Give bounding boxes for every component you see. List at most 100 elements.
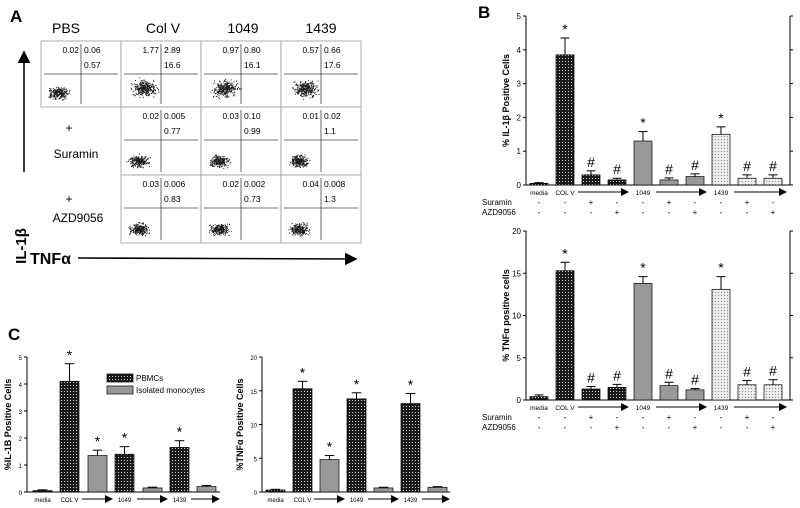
treatment-sign: - xyxy=(746,423,749,432)
quadrant-upper-right-value: 0.66 xyxy=(324,45,341,55)
treatment-sign: + xyxy=(667,413,672,422)
event-dots xyxy=(126,153,151,169)
treatment-sign: - xyxy=(538,198,541,207)
flow-plot: 1.77 2.89 16.6 xyxy=(120,40,202,108)
event-dots xyxy=(209,223,232,236)
event-dots xyxy=(48,86,71,101)
quadrant-upper-left-value: 0.01 xyxy=(302,111,319,121)
treatment-sign: + xyxy=(771,208,776,217)
treatment-sign: - xyxy=(720,208,723,217)
y-tick-label: 10 xyxy=(250,424,257,430)
col-header-1049: 1049 xyxy=(227,20,258,36)
event-dots xyxy=(128,222,151,237)
significance-marker: * xyxy=(562,21,568,37)
bar xyxy=(169,447,190,493)
y-tick-label: 0 xyxy=(254,491,258,497)
flow-cytometry-grid: 0.02 0.06 0.57 1.77 2.89 16.6 0.97 0.80 16.1 0.57… xyxy=(40,40,362,244)
treatment-sign: + xyxy=(589,413,594,422)
x-tick-label: media xyxy=(34,498,51,504)
treatment-sign: - xyxy=(772,198,775,207)
bar xyxy=(581,388,601,401)
bar xyxy=(142,487,163,493)
quadrant-upper-right-value: 0.02 xyxy=(324,111,341,121)
quadrant-lower-right-value: 1.3 xyxy=(324,194,336,204)
significance-marker: * xyxy=(177,424,183,440)
treatment-sign: - xyxy=(720,413,723,422)
significance-marker: # xyxy=(691,372,699,388)
bar xyxy=(633,140,653,186)
treatment-sign: + xyxy=(667,198,672,207)
y-tick-label: 15 xyxy=(512,269,521,278)
chart-il1b-pbmc-vs-monocytes: 0 1 2 3 4 5 %IL-1B Positive Cells media * COL V * *… xyxy=(3,347,220,504)
quadrant-lower-right-value: 16.6 xyxy=(164,60,181,70)
treatment-sign: - xyxy=(538,413,541,422)
treatment-sign: - xyxy=(590,423,593,432)
event-dots xyxy=(289,154,311,168)
significance-marker: * xyxy=(122,430,128,446)
quadrant-upper-right-value: 0.002 xyxy=(244,179,266,189)
bar xyxy=(555,270,575,401)
quadrant-lower-right-value: 0.83 xyxy=(164,194,181,204)
chart-tnfa-pbmc-vs-monocytes: 0 5 10 15 20 %TNFα Positive Cells media * COL V *… xyxy=(235,356,450,504)
significance-marker: # xyxy=(613,161,621,177)
bar xyxy=(59,380,80,493)
bar xyxy=(32,490,53,493)
bar xyxy=(555,54,575,186)
treatment-sign: - xyxy=(746,208,749,217)
significance-marker: * xyxy=(95,433,101,449)
y-tick-label: 0 xyxy=(517,181,522,190)
bar xyxy=(711,133,731,186)
y-tick-label: 1 xyxy=(19,464,23,470)
panel-a-label: A xyxy=(10,7,22,26)
bar xyxy=(711,288,731,401)
row-prefix-suramin: + xyxy=(65,121,72,135)
treatment-sign: - xyxy=(694,198,697,207)
y-tick-label: 2 xyxy=(517,113,522,122)
flow-plot: 0.57 0.66 17.6 xyxy=(280,40,362,108)
x-tick-label: media xyxy=(530,190,548,197)
y-tick-label: 15 xyxy=(250,390,257,396)
bar xyxy=(427,486,448,493)
y-tick-label: 5 xyxy=(254,457,258,463)
legend-swatch xyxy=(106,373,134,383)
y-tick-label: 2 xyxy=(19,437,23,443)
significance-marker: # xyxy=(769,158,777,174)
quadrant-lower-right-value: 0.99 xyxy=(244,126,261,136)
x-tick-label: COL V xyxy=(61,498,79,504)
significance-marker: * xyxy=(67,347,73,363)
treatment-sign: - xyxy=(642,208,645,217)
flow-plot: 0.03 0.006 0.83 xyxy=(120,174,202,244)
treatment-sign: + xyxy=(615,208,620,217)
flow-plot: 0.02 0.005 0.77 xyxy=(120,106,202,176)
x-tick-label: media xyxy=(267,498,284,504)
significance-marker: # xyxy=(769,363,777,379)
significance-marker: # xyxy=(587,369,595,385)
panel-c-label: C xyxy=(8,325,20,344)
y-axis-label: %IL-1B Positive Cells xyxy=(3,379,13,471)
treatment-row-label: Suramin xyxy=(482,413,512,422)
significance-marker: # xyxy=(613,367,621,383)
col-header-1439: 1439 xyxy=(305,20,336,36)
treatment-row-label: AZD9056 xyxy=(482,208,516,217)
event-dots xyxy=(209,154,232,169)
significance-marker: * xyxy=(718,110,724,126)
quadrant-upper-right-value: 0.10 xyxy=(244,111,261,121)
quadrant-lower-right-value: 1.1 xyxy=(324,126,336,136)
significance-marker: * xyxy=(640,115,646,131)
bar xyxy=(265,489,286,493)
quadrant-upper-left-value: 0.57 xyxy=(302,45,319,55)
bar xyxy=(685,176,705,186)
treatment-sign: - xyxy=(668,423,671,432)
bar xyxy=(400,403,421,493)
bar xyxy=(581,174,601,186)
x-tick-label: COL V xyxy=(555,190,575,197)
x-tick-label: media xyxy=(530,405,548,412)
row-label-suramin: Suramin xyxy=(54,147,99,161)
y-tick-label: 5 xyxy=(517,12,522,21)
y-tick-label: 20 xyxy=(512,227,521,236)
x-tick-label: 1439 xyxy=(714,405,729,412)
quadrant-upper-right-value: 0.006 xyxy=(164,179,186,189)
quadrant-upper-right-value: 2.89 xyxy=(164,45,181,55)
y-axis-label: %TNFα Positive Cells xyxy=(235,378,245,470)
treatment-sign: + xyxy=(693,208,698,217)
